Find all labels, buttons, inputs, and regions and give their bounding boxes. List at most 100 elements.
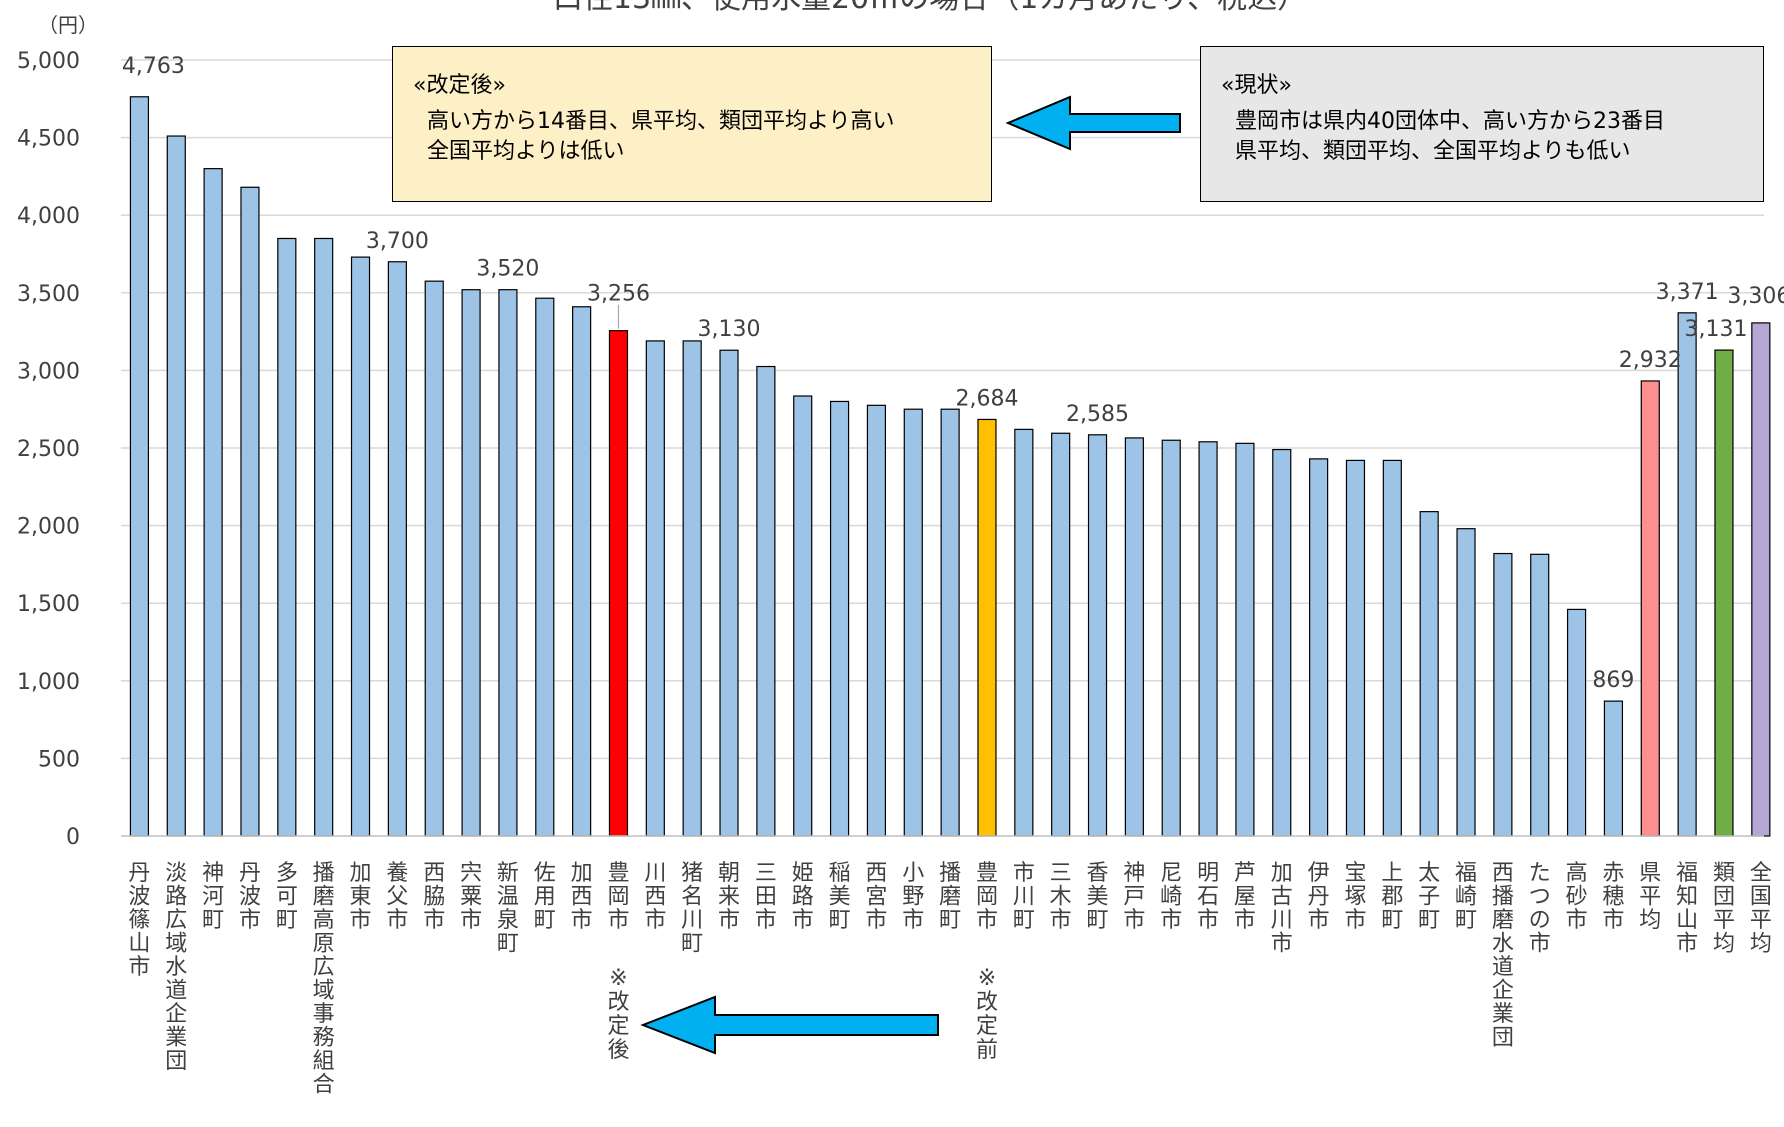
y-unit-label: （円） [38,13,98,37]
bar [1309,458,1329,837]
data-label: 3,306 [1727,284,1784,309]
bar [645,340,665,837]
bar [719,349,739,837]
bar [1566,608,1587,837]
x-tick-label: 全国平均 [1750,861,1772,957]
bar [1235,442,1255,837]
bar [1530,553,1550,837]
bar [866,404,887,837]
data-label: 3,131 [1684,317,1747,342]
bar [1419,511,1439,837]
arrow-left-bottom-icon [640,995,939,1055]
x-tick-label: 三木市 [1050,861,1072,933]
y-tick-label: 3,000 [17,359,80,384]
x-tick-label: 市川町 [1013,861,1035,933]
x-tick-label: 丹波篠山市 [128,861,150,980]
data-label: 2,684 [955,386,1018,411]
bar [977,418,997,837]
y-tick-label: 4,500 [17,127,80,152]
bar [940,408,960,837]
x-tick-label: 福知山市 [1676,861,1698,957]
bar [1161,439,1181,837]
data-label: 869 [1592,668,1634,693]
x-tick-label: 上郡町 [1381,861,1403,933]
x-tick-label: 赤穂市 [1602,861,1624,933]
x-tick-label: 豊岡市 [976,861,998,933]
bar [1603,700,1624,837]
x-tick-label: 神河町 [202,861,224,933]
annotation-current-line-2: 県平均、類団平均、全国平均よりも低い [1235,139,1631,164]
bars [129,96,1771,837]
bar [756,365,776,837]
annotation-after-line-1: 高い方から14番目、県平均、類団平均より高い [427,109,895,134]
bar [1456,528,1476,837]
x-tick-label: 多可町 [276,861,298,933]
bar [1751,322,1771,837]
annotation-current-status: «現状» 豊岡市は県内40団体中、高い方から23番目 県平均、類団平均、全国平均… [1200,46,1764,202]
bar [1493,552,1513,837]
bar [203,168,223,837]
annotation-after-revision: «改定後» 高い方から14番目、県平均、類団平均より高い 全国平均よりは低い [392,46,992,202]
bar [535,297,555,837]
bar [793,395,813,837]
bar [350,256,371,837]
bar [1087,434,1108,837]
x-tick-label: 高砂市 [1566,861,1588,933]
x-tick-label: 加西市 [571,861,593,933]
bar [166,135,186,837]
x-tick-label: 播磨町 [939,861,961,933]
bar [682,340,702,837]
x-tick-label: 類団平均 [1713,861,1735,957]
x-tick-label: 養父市 [386,861,408,933]
x-tick-label: 三田市 [755,861,777,933]
x-tick-label: 加古川市 [1271,861,1293,957]
x-tick-label: 加東市 [350,861,372,933]
bar [1714,349,1734,837]
sub-label: ※改定前 [976,966,998,1063]
annotation-after-line-2: 全国平均よりは低い [427,139,625,164]
data-label: 2,585 [1066,402,1129,427]
bar [129,96,150,837]
annotation-current-title: «現状» [1221,73,1292,98]
bar [498,289,518,837]
x-tick-label: 西宮市 [865,861,887,933]
x-tick-label: 稲美町 [829,861,851,933]
x-tick-label: 姫路市 [792,861,814,933]
annotation-after-title: «改定後» [413,73,506,98]
bar [1345,459,1366,837]
x-axis-labels: 丹波篠山市淡路広域水道企業団神河町丹波市多可町播磨高原広域事務組合加東市養父市西… [128,861,1771,1098]
x-tick-label: 朝来市 [718,861,740,933]
y-tick-label: 1,500 [17,592,80,617]
bar [903,408,923,837]
x-tick-label: 猪名川町 [681,861,703,957]
data-label: 3,256 [587,282,650,307]
bar [572,306,592,837]
x-tick-label: 宝塚市 [1344,861,1366,933]
arrow-left-icon [1005,95,1181,151]
data-label: 3,520 [476,257,539,282]
x-tick-label: たつの市 [1529,861,1551,957]
x-tick-label: 神戸市 [1123,861,1145,933]
bar [240,186,260,837]
data-label: 3,130 [698,317,761,342]
x-tick-label: 淡路広域水道企業団 [165,861,187,1074]
x-tick-label: 福崎町 [1455,861,1477,933]
bar [387,261,407,837]
x-tick-label: 宍粟市 [460,861,482,933]
data-labels: 4,763 3,700 3,520 3,256 3,130 2,684 2,585 869 2,… [122,54,1784,693]
y-tick-label: 5,000 [17,49,80,74]
x-tick-label: 川西市 [644,861,666,933]
x-tick-label: 小野市 [902,861,924,933]
data-label: 3,371 [1656,280,1719,305]
x-tick-label: 西脇市 [423,861,445,933]
bar [1014,428,1034,837]
x-tick-label: 新温泉町 [497,861,519,957]
x-tick-label: 芦屋市 [1234,861,1256,933]
bar [424,280,444,837]
y-tick-label: 2,500 [17,437,80,462]
y-tick-label: 3,500 [17,282,80,307]
y-tick-label: 2,000 [17,515,80,540]
bar [829,400,850,837]
chart-title: 口径13㎜、使用水量20㎥の場合（1カ月あたり、税込） [553,0,1307,16]
